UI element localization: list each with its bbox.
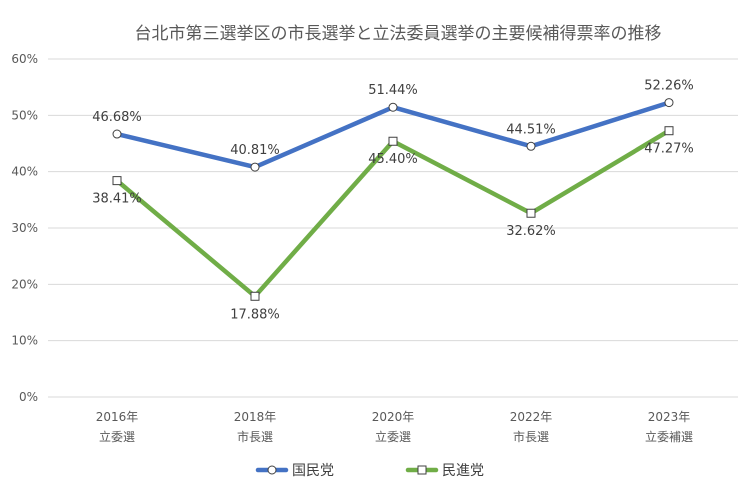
data-label: 52.26% [644,79,694,94]
data-label: 46.68% [92,110,142,125]
data-point [112,129,122,139]
y-tick-label: 50% [11,108,38,122]
y-tick-label: 30% [11,221,38,235]
data-label: 47.27% [644,142,694,157]
y-tick-label: 0% [19,390,38,404]
x-tick-label-line: 2020年 [372,410,415,424]
x-tick-label-line: 立委選 [99,429,135,444]
x-tick-label-line: 市長選 [237,429,273,444]
data-labels: 46.68% 40.81% 51.44% 44.51% 52.26% 38.41% 17.8… [92,79,694,323]
data-point [526,141,536,151]
x-tick-label-line: 市長選 [513,429,549,444]
data-point [250,291,260,301]
y-tick-label: 40% [11,165,38,179]
legend: 国民党 民進党 [255,463,484,479]
legend-marker [267,465,277,475]
data-label: 51.44% [368,83,418,98]
series-layer [112,98,674,301]
legend-label: 民進党 [442,463,484,479]
x-tick-label-line: 2023年 [648,410,691,424]
chart-title: 台北市第三選挙区の市長選挙と立法委員選挙の主要候補得票率の推移 [135,24,662,44]
y-axis-ticks: 0% 10% 20% 30% 40% 50% 60% [11,52,38,404]
x-tick-label-line: 立委選 [375,429,411,444]
data-label: 40.81% [230,143,280,158]
legend-item: 国民党 [255,463,334,479]
y-tick-label: 20% [11,277,38,291]
data-label: 38.41% [92,192,142,207]
data-point [664,98,674,108]
data-label: 44.51% [506,122,556,137]
legend-marker [417,465,427,475]
x-tick-label-line: 2022年 [510,410,553,424]
y-tick-label: 60% [11,52,38,66]
data-point [112,176,122,186]
data-label: 32.62% [506,224,556,239]
gridlines [48,58,738,398]
x-tick-label-line: 2018年 [234,410,277,424]
data-point [664,126,674,136]
legend-item: 民進党 [405,463,484,479]
data-point [388,136,398,146]
x-tick-label-line: 立委補選 [645,429,693,444]
data-point [250,162,260,172]
y-tick-label: 10% [11,334,38,348]
legend-label: 国民党 [292,463,334,479]
data-label: 45.40% [368,152,418,167]
data-point [388,102,398,112]
data-label: 17.88% [230,307,280,322]
x-tick-label-line: 2016年 [96,410,139,424]
data-point [526,208,536,218]
